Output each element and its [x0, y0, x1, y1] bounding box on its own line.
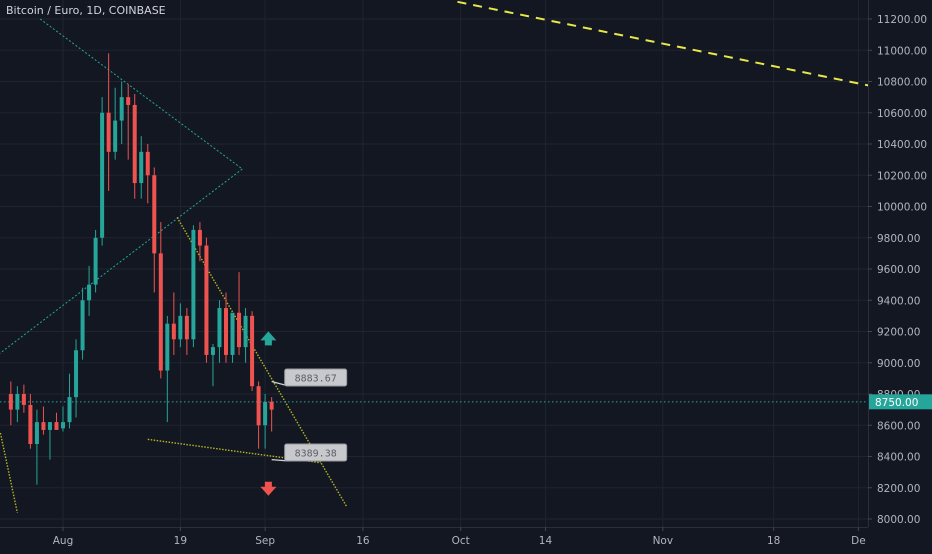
time-tick-label: Aug [53, 535, 74, 547]
time-tick-label: 16 [356, 535, 370, 547]
time-tick-label: Oct [452, 535, 470, 547]
time-tick-label: De [851, 535, 866, 547]
candle-down [106, 112, 111, 152]
price-tick-label: 8000.00 [877, 514, 920, 526]
price-axis-background [868, 0, 932, 550]
arrow-up-icon [260, 331, 277, 346]
candle-down [8, 394, 13, 410]
time-axis: Aug 19 Sep 16 Oct 14 Nov 18 De [0, 527, 868, 550]
candles [8, 53, 274, 485]
arrow-down-icon [260, 481, 277, 496]
candle-up [113, 120, 118, 152]
candle-down [237, 312, 242, 348]
candle-up [15, 394, 20, 410]
last-price-label: 8750.00 [875, 397, 918, 409]
price-axis: 8000.008200.008400.008600.008800.009000.… [868, 0, 932, 550]
candle-down [184, 315, 189, 340]
candle-down [224, 308, 228, 355]
candle-down [28, 404, 33, 444]
price-tick-label: 9000.00 [877, 358, 920, 370]
candle-up [230, 312, 235, 355]
candle-up [217, 308, 222, 348]
callout-label: 8883.67 [295, 374, 337, 385]
candle-up [178, 315, 183, 340]
candle-up [100, 112, 105, 238]
candle-up [119, 97, 124, 121]
resistance-dashed-line [457, 0, 873, 88]
candle-up [80, 300, 85, 351]
triangle-lower-line [0, 168, 243, 354]
last-price-badge [869, 394, 932, 410]
candle-down [256, 386, 261, 426]
candle-down [269, 401, 274, 410]
time-tick-label: Sep [255, 535, 275, 547]
time-tick-label: 14 [539, 535, 553, 547]
price-tick-label: 8600.00 [877, 420, 920, 432]
price-labels: 8883.67 8389.38 [271, 368, 348, 462]
time-tick-label: 19 [174, 535, 187, 547]
candle-down [21, 394, 26, 405]
candle-up [263, 401, 268, 426]
price-tick-label: 9600.00 [877, 264, 920, 276]
price-tick-label: 11200.00 [877, 14, 927, 26]
candle-up [67, 397, 72, 423]
candle-down [171, 323, 176, 340]
candle-up [243, 315, 248, 348]
price-tick-label: 11000.00 [877, 45, 927, 57]
time-axis-background [0, 527, 868, 550]
candle-up [34, 422, 39, 444]
price-callout: 8389.38 [271, 443, 348, 462]
candle-up [191, 229, 196, 340]
price-tick-label: 9800.00 [877, 233, 920, 245]
callout-box [284, 443, 348, 462]
candle-up [139, 151, 144, 184]
price-tick-label: 10800.00 [877, 77, 927, 89]
price-callout: 8883.67 [271, 368, 348, 387]
candle-down [132, 104, 137, 184]
price-tick-label: 10200.00 [877, 170, 927, 182]
candle-down [204, 245, 209, 355]
candle-up [87, 284, 92, 301]
candle-up [61, 422, 65, 429]
price-tick-label: 10000.00 [877, 202, 927, 214]
candle-up [93, 237, 98, 285]
candle-down [126, 97, 131, 105]
candle-down [250, 315, 255, 387]
price-tick-label: 8200.00 [877, 483, 920, 495]
price-tick-label: 10600.00 [877, 108, 927, 120]
price-tick-label: 9200.00 [877, 327, 920, 339]
candle-up [210, 347, 215, 355]
price-tick-label: 9400.00 [877, 295, 920, 307]
candle-down [197, 229, 202, 246]
time-tick-label: Nov [653, 535, 674, 547]
candle-up [47, 422, 52, 430]
callout-label: 8389.38 [295, 449, 337, 460]
price-tick-label: 10400.00 [877, 139, 927, 151]
callout-box [284, 368, 348, 387]
candle-up [165, 323, 170, 371]
candle-up [74, 350, 79, 398]
price-tick-label: 8400.00 [877, 452, 920, 464]
candle-down [41, 422, 46, 430]
candle-down [54, 422, 59, 430]
chart-title: Bitcoin / Euro, 1D, COINBASE [6, 4, 166, 17]
triangle-upper-line [39, 18, 243, 170]
time-tick-label: 18 [767, 535, 780, 547]
candle-down [145, 151, 150, 176]
candle-down [152, 175, 157, 254]
candle-down [158, 253, 163, 371]
